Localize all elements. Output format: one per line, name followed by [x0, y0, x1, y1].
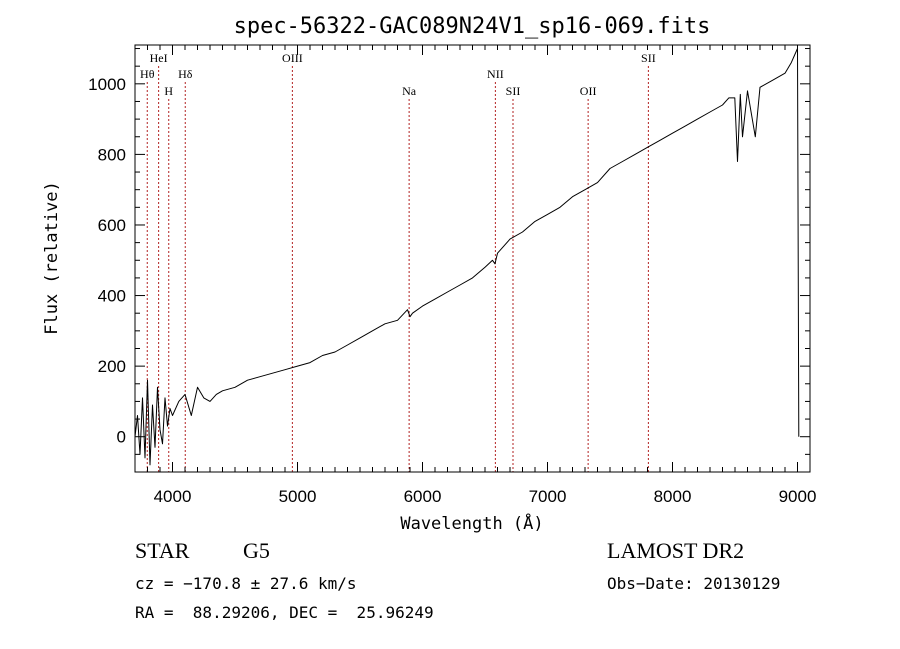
line-marker-label: SII: [506, 84, 521, 98]
x-axis-ticks: 4000 5000 6000 7000 8000 9000: [134, 45, 817, 506]
line-marker-label: HeI: [150, 51, 168, 65]
chart-title: spec-56322-GAC089N24V1_sp16-069.fits: [234, 14, 711, 39]
line-marker-label: OIII: [282, 51, 303, 65]
y-tick-label: 0: [117, 428, 126, 447]
line-marker-label: SII: [641, 51, 656, 65]
line-marker-label: Hθ: [140, 67, 155, 81]
line-marker-label: H: [164, 84, 173, 98]
x-axis-label: Wavelength (Å): [400, 512, 543, 534]
x-tick-label: 9000: [779, 487, 817, 506]
plot-frame: [134, 44, 811, 473]
survey-label: LAMOST DR2: [607, 538, 745, 563]
y-tick-label: 400: [98, 287, 126, 306]
x-tick-label: 8000: [654, 487, 692, 506]
y-tick-label: 1000: [88, 75, 126, 94]
spectrum-series: [134, 48, 800, 466]
y-axis-label: Flux (relative): [42, 181, 62, 335]
y-tick-label: 200: [98, 357, 126, 376]
x-tick-label: 7000: [529, 487, 567, 506]
line-marker-label: Na: [402, 84, 417, 98]
coordinates-text: RA = 88.29206, DEC = 25.96249: [135, 603, 434, 622]
object-subclass: G5: [243, 538, 270, 563]
y-axis-ticks: 0 200 400 600 800 1000: [88, 48, 810, 473]
line-marker-label: OII: [580, 84, 597, 98]
x-tick-label: 4000: [154, 487, 192, 506]
obs-date-text: Obs−Date: 20130129: [607, 574, 781, 593]
x-tick-label: 6000: [404, 487, 442, 506]
line-marker-label: NII: [487, 67, 504, 81]
object-class: STAR: [135, 538, 190, 563]
spectrum-line: [134, 48, 800, 466]
y-tick-label: 600: [98, 216, 126, 235]
x-tick-label: 5000: [279, 487, 317, 506]
y-tick-label: 800: [98, 145, 126, 164]
redshift-text: cz = −170.8 ± 27.6 km/s: [135, 574, 357, 593]
line-marker-label: Hδ: [178, 67, 193, 81]
